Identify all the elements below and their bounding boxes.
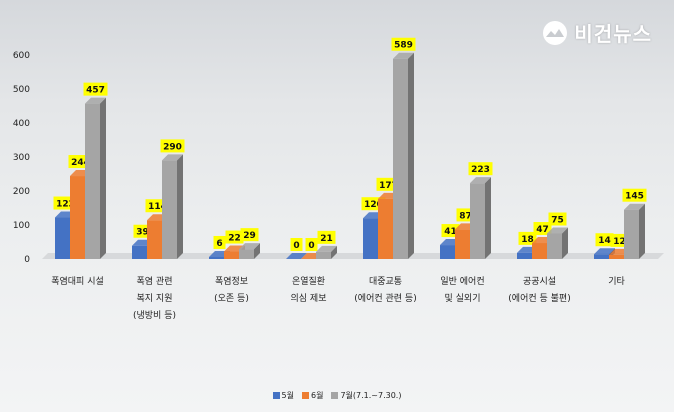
legend-swatch (331, 392, 339, 399)
data-label: 114 (148, 202, 167, 212)
x-tick-label: (오존 등) (214, 293, 249, 304)
x-tick-label: 기타 (608, 276, 625, 287)
legend-label: 7월(7.1.~7.30.) (340, 391, 402, 400)
x-tick-label: 의심 제보 (291, 293, 327, 304)
data-label: 223 (471, 165, 490, 175)
data-label-bg (468, 162, 493, 176)
data-label: 122 (56, 200, 75, 210)
data-label-bg (391, 37, 416, 51)
data-label: 22 (228, 234, 241, 244)
data-label: 75 (551, 216, 564, 226)
bar (286, 253, 307, 260)
data-label-bg (533, 222, 552, 236)
x-tick-label: (에어컨 등 불편) (508, 292, 570, 304)
x-tick-label: 대중교통 (369, 276, 402, 287)
x-tick-label: 및 실외기 (445, 292, 481, 304)
x-tick-label: 폭염 관련 (137, 276, 173, 287)
data-label: 457 (86, 86, 105, 96)
x-tick-label: 일반 에어컨 (440, 276, 484, 287)
y-tick-label: 600 (13, 51, 30, 61)
data-label: 39 (136, 228, 149, 238)
data-label-bg (290, 238, 303, 251)
x-tick-label: 폭염정보 (215, 276, 248, 287)
data-label-bg (622, 188, 647, 202)
data-label-bg (83, 82, 108, 96)
data-label: 87 (459, 211, 472, 221)
data-label-bg (225, 230, 244, 244)
bar (316, 245, 337, 259)
brand-name: 비건뉴스 (574, 22, 652, 46)
data-label-bg (317, 230, 336, 244)
legend-item: 7월(7.1.~7.30.) (331, 390, 401, 401)
y-tick-label: 200 (13, 187, 30, 197)
bar (470, 177, 491, 259)
legend-swatch (301, 392, 309, 399)
data-label: 21 (320, 234, 333, 244)
y-tick-label: 0 (24, 255, 30, 265)
y-tick-label: 400 (13, 119, 30, 129)
legend-label: 6월 (310, 391, 324, 400)
data-label: 244 (71, 158, 90, 168)
chart-floor (42, 253, 664, 259)
data-label: 290 (163, 142, 182, 152)
data-label-bg (160, 139, 185, 153)
chart-legend: 5월 6월 7월(7.1.~7.30.) (0, 390, 674, 401)
data-label-bg (240, 228, 259, 242)
data-label: 18 (521, 235, 534, 245)
data-label-bg (305, 238, 318, 251)
x-tick-label: 공공시설 (523, 276, 556, 287)
data-label: 177 (379, 181, 398, 191)
legend-item: 5월 (272, 390, 294, 401)
bar (393, 52, 414, 259)
data-label-bg (518, 231, 537, 245)
data-label: 14 (598, 236, 611, 246)
x-tick-label: 복지 지원 (137, 293, 173, 304)
legend-item: 6월 (301, 390, 324, 401)
x-tick-label: (냉방비 등) (133, 310, 176, 321)
bar (162, 154, 183, 259)
data-label: 589 (394, 41, 413, 51)
legend-label: 5월 (281, 391, 294, 400)
brand-logo-icon (543, 20, 568, 45)
data-label-bg (213, 235, 226, 249)
brand-watermark: 비건뉴스 (542, 18, 652, 47)
x-tick-label: 폭염대피 시설 (51, 276, 104, 287)
data-label: 29 (243, 231, 256, 241)
data-label: 6 (216, 239, 222, 249)
legend-swatch (272, 392, 280, 399)
data-label: 120 (364, 200, 383, 210)
data-label: 0 (308, 241, 314, 251)
y-tick-label: 100 (13, 221, 30, 231)
data-label: 41 (444, 227, 457, 237)
y-tick-label: 500 (13, 85, 30, 95)
data-label: 12 (613, 237, 626, 247)
bar (85, 97, 106, 260)
x-tick-label: 온열질환 (292, 275, 325, 287)
data-label-bg (595, 233, 614, 247)
data-label: 0 (293, 241, 299, 251)
data-label: 145 (625, 192, 644, 202)
y-tick-label: 300 (13, 153, 30, 163)
bar (547, 227, 568, 259)
bar (239, 243, 260, 259)
bar (624, 203, 645, 259)
data-label-bg (548, 212, 567, 226)
data-label: 47 (536, 225, 549, 235)
x-tick-label: (에어컨 관련 등) (354, 293, 416, 304)
